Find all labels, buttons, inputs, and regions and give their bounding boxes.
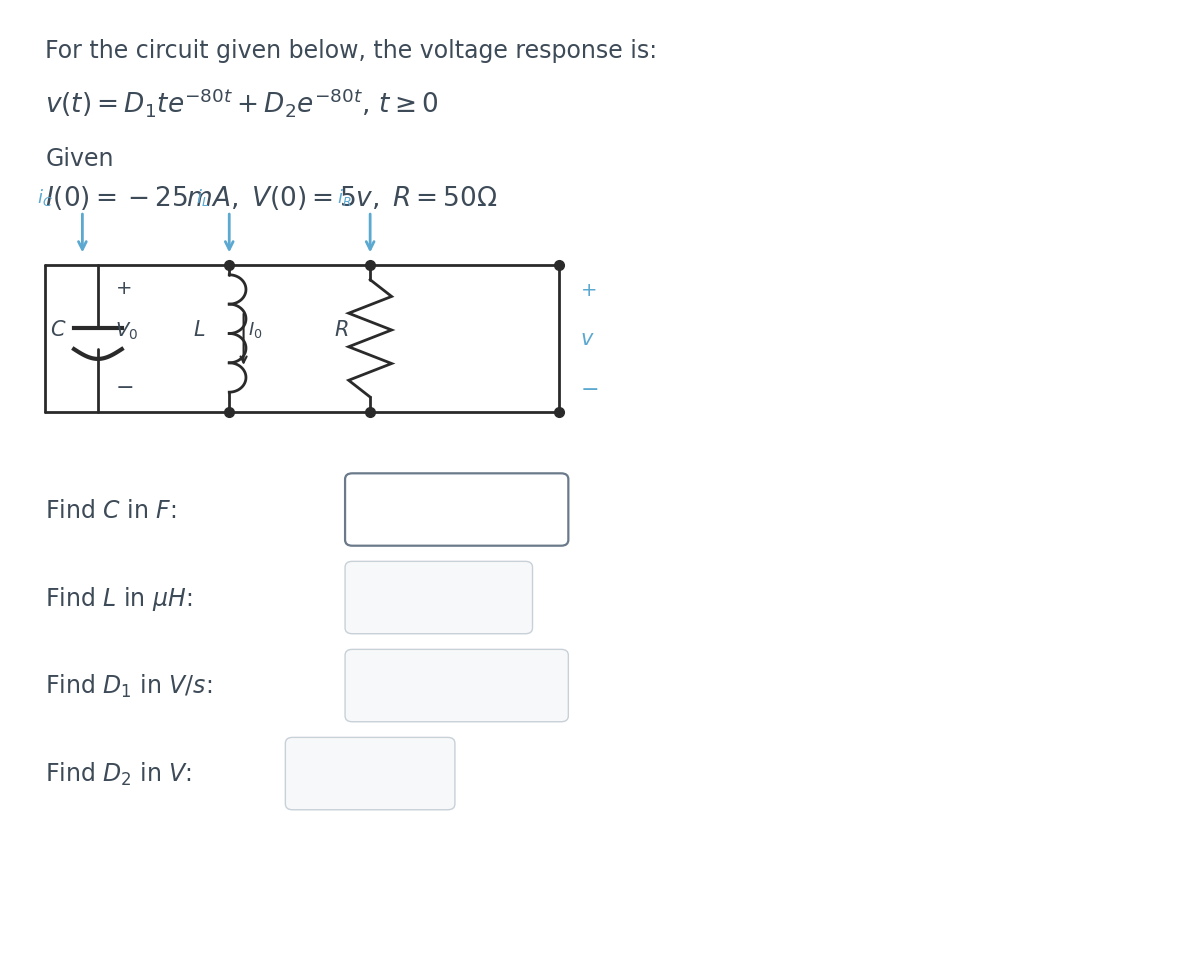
- Text: $+$: $+$: [580, 280, 597, 300]
- Text: $v(t) = D_1 t e^{-80t} + D_2 e^{-80t},\,t \geq 0$: $v(t) = D_1 t e^{-80t} + D_2 e^{-80t},\,…: [45, 86, 439, 119]
- FancyBboxPatch shape: [285, 738, 455, 810]
- Text: $i_R$: $i_R$: [337, 188, 351, 208]
- Text: Find $D_1$ in $V/s$:: Find $D_1$ in $V/s$:: [45, 672, 213, 700]
- Text: $I(0) = -25mA,\; V(0) = 5v,\; R = 50\Omega$: $I(0) = -25mA,\; V(0) = 5v,\; R = 50\Ome…: [45, 184, 498, 212]
- FancyBboxPatch shape: [345, 562, 533, 634]
- Text: $C$: $C$: [50, 319, 67, 339]
- Text: $v$: $v$: [580, 329, 595, 349]
- Text: $L$: $L$: [193, 319, 205, 339]
- FancyBboxPatch shape: [345, 650, 568, 722]
- Text: $I_0$: $I_0$: [248, 319, 263, 339]
- Text: $-$: $-$: [115, 376, 133, 396]
- Text: Find $D_2$ in $V$:: Find $D_2$ in $V$:: [45, 760, 192, 787]
- Text: $-$: $-$: [580, 378, 598, 398]
- Text: $i_C$: $i_C$: [37, 188, 53, 208]
- Text: Given: Given: [45, 147, 113, 171]
- Text: $V_0$: $V_0$: [115, 320, 137, 342]
- Text: $R$: $R$: [334, 319, 349, 339]
- Text: $i_L$: $i_L$: [196, 188, 209, 208]
- Text: For the circuit given below, the voltage response is:: For the circuit given below, the voltage…: [45, 39, 658, 64]
- Text: Find $L$ in $\mu H$:: Find $L$ in $\mu H$:: [45, 584, 192, 612]
- FancyBboxPatch shape: [345, 474, 568, 546]
- Text: Find $C$ in $F$:: Find $C$ in $F$:: [45, 498, 177, 522]
- Text: $+$: $+$: [115, 278, 131, 298]
